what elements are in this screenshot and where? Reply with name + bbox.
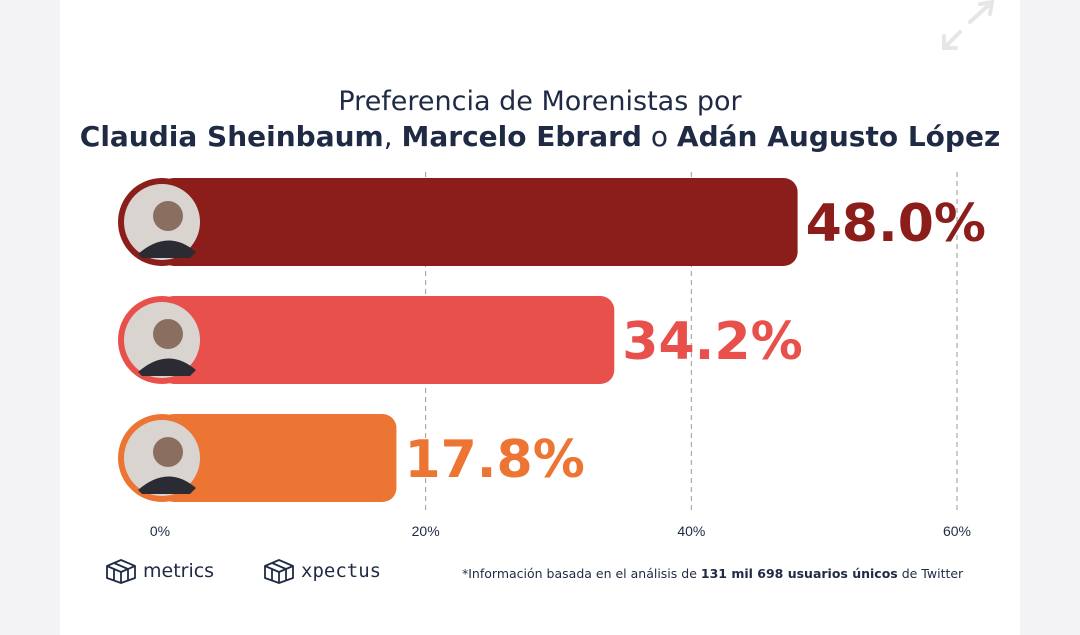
footnote-bold: 131 mil 698 usuarios únicos xyxy=(700,566,898,581)
title-separator: , xyxy=(383,120,402,153)
x-tick-label: 40% xyxy=(677,523,705,539)
x-tick-label: 20% xyxy=(412,523,440,539)
bar xyxy=(160,296,615,384)
xpectus-logo-text: xpectus xyxy=(301,560,382,582)
value-label: 48.0% xyxy=(806,194,986,254)
title-name-lopez: Adán Augusto López xyxy=(676,120,1001,153)
footnote: *Información basada en el análisis de 13… xyxy=(462,566,963,581)
avatar-body xyxy=(138,358,196,376)
bar xyxy=(160,178,798,266)
chart-title-line2: Claudia Sheinbaum, Marcelo Ebrard o Adán… xyxy=(0,120,1080,153)
footnote-suffix: de Twitter xyxy=(897,566,964,581)
metrics-cube-icon xyxy=(106,559,136,584)
avatar-head xyxy=(153,437,183,467)
avatar-head xyxy=(153,201,183,231)
xpectus-cube-icon xyxy=(264,559,294,584)
chart-title-line1: Preferencia de Morenistas por xyxy=(338,86,742,117)
value-label: 17.8% xyxy=(404,430,584,490)
metrics-logo: metrics xyxy=(105,558,214,584)
title-separator: o xyxy=(641,120,677,153)
xpectus-logo: xpectus xyxy=(263,558,381,584)
title-name-ebrard: Marcelo Ebrard xyxy=(401,120,642,153)
avatar-head xyxy=(153,319,183,349)
x-tick-label: 0% xyxy=(150,523,170,539)
x-tick-label: 60% xyxy=(943,523,971,539)
expand-icon[interactable] xyxy=(930,0,1000,58)
value-label: 34.2% xyxy=(622,312,802,372)
avatar-body xyxy=(138,476,196,494)
title-name-sheinbaum: Claudia Sheinbaum xyxy=(79,120,384,153)
bar xyxy=(160,414,397,502)
avatar-body xyxy=(138,240,196,258)
footnote-prefix: *Información basada en el análisis de xyxy=(462,566,701,581)
metrics-logo-text: metrics xyxy=(143,560,215,582)
